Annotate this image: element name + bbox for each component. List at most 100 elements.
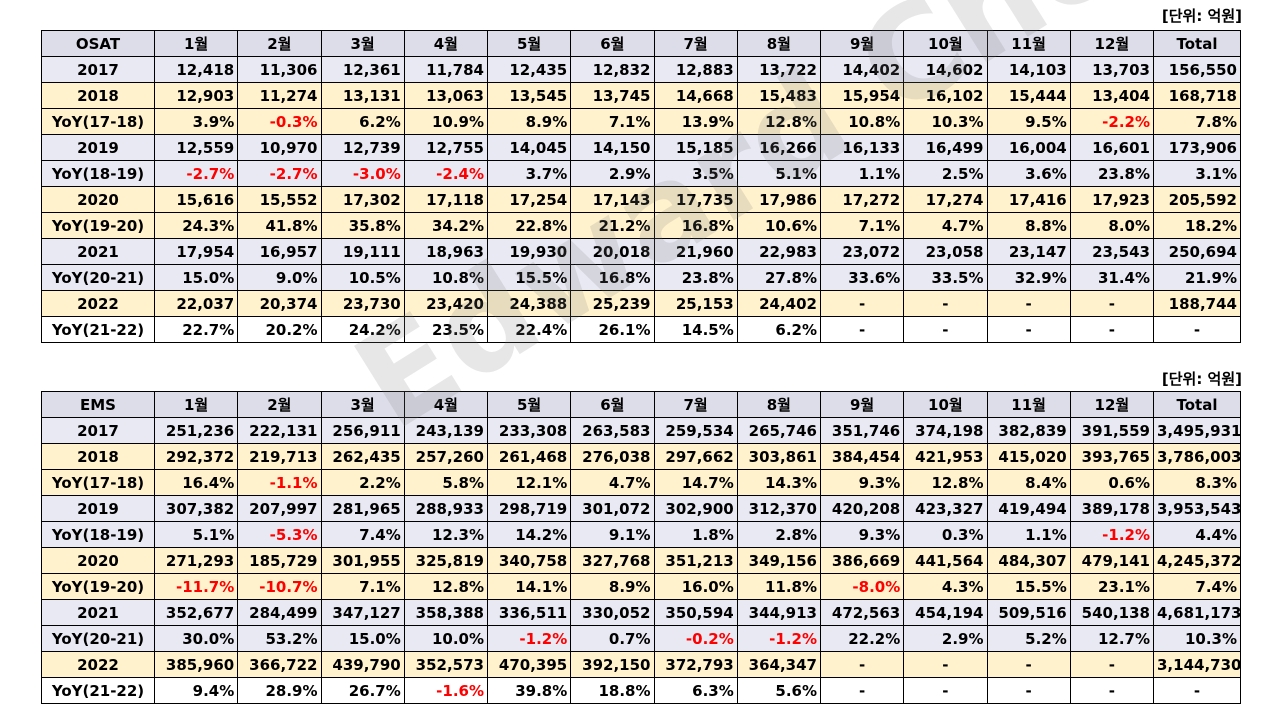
table-cell: 23.1%: [1069, 573, 1155, 600]
table-cell: 15.5%: [986, 573, 1071, 600]
table-cell: 5.6%: [736, 677, 822, 704]
table-cell: 344,913: [736, 599, 822, 626]
table-cell: 16,601: [1069, 134, 1155, 161]
table-cell: 2.5%: [903, 160, 988, 187]
table-cell: -: [986, 290, 1071, 317]
column-header: 1월: [153, 391, 239, 418]
column-header: 12월: [1069, 391, 1155, 418]
table-cell: 17,923: [1069, 186, 1155, 213]
table-cell: -1.2%: [736, 625, 822, 652]
table-cell: 259,534: [653, 417, 738, 444]
column-header: 11월: [986, 30, 1071, 57]
table-cell: -: [1153, 316, 1241, 343]
column-header: 10월: [903, 391, 988, 418]
table-cell: -: [819, 651, 905, 678]
table-cell: 16,102: [903, 82, 988, 109]
table-name-header: OSAT: [41, 30, 155, 57]
table-cell: 15.5%: [486, 264, 572, 291]
table-cell: 7.1%: [320, 573, 405, 600]
table-cell: 16.0%: [653, 573, 738, 600]
table-cell: 3,953,543: [1153, 495, 1241, 522]
table-cell: 7.8%: [1153, 108, 1241, 135]
row-label: YoY(18-19): [41, 160, 155, 187]
column-header: 2월: [237, 391, 322, 418]
table-cell: 185,729: [237, 547, 322, 574]
table-cell: 28.9%: [237, 677, 322, 704]
table-row: 2019 12,559 10,970 12,739 12,755 14,045 14,150…: [41, 134, 1241, 161]
table-cell: -8.0%: [819, 573, 905, 600]
table-cell: -: [903, 290, 988, 317]
table-cell: 8.0%: [1069, 212, 1155, 239]
row-label: YoY(21-22): [41, 316, 155, 343]
table-cell: 1.1%: [986, 521, 1071, 548]
table-name-header: EMS: [41, 391, 155, 418]
table-cell: 298,719: [486, 495, 572, 522]
table-row: YoY(21-22) 9.4% 28.9% 26.7% -1.6% 39.8% 18.8% 6…: [41, 677, 1241, 704]
table-row: 2017 12,418 11,306 12,361 11,784 12,435 12,832…: [41, 56, 1241, 83]
table-cell: 336,511: [486, 599, 572, 626]
table-cell: -: [1069, 316, 1155, 343]
row-label: 2018: [41, 443, 155, 470]
table-cell: 22,037: [153, 290, 239, 317]
table-cell: 8.8%: [986, 212, 1071, 239]
table-cell: 351,213: [653, 547, 738, 574]
table-cell: 3.6%: [986, 160, 1071, 187]
table-cell: 15,483: [736, 82, 822, 109]
table-cell: 17,118: [403, 186, 489, 213]
row-label: 2020: [41, 547, 155, 574]
table-cell: 13,404: [1069, 82, 1155, 109]
table-cell: 14.1%: [486, 573, 572, 600]
table-cell: 9.4%: [153, 677, 239, 704]
table-row: YoY(20-21) 30.0% 53.2% 15.0% 10.0% -1.2% 0.7% -…: [41, 625, 1241, 652]
table-cell: 3.9%: [153, 108, 239, 135]
table-cell: 271,293: [153, 547, 239, 574]
table-cell: 53.2%: [237, 625, 322, 652]
table-cell: -: [986, 651, 1071, 678]
column-header: 7월: [653, 391, 738, 418]
table-cell: 14.7%: [653, 469, 738, 496]
row-label: 2020: [41, 186, 155, 213]
table-cell: -: [819, 290, 905, 317]
table-cell: 15,552: [237, 186, 322, 213]
column-header: 7월: [653, 30, 738, 57]
column-header: Total: [1153, 391, 1241, 418]
table-cell: 347,127: [320, 599, 405, 626]
column-header: 2월: [237, 30, 322, 57]
table-cell: 10.5%: [320, 264, 405, 291]
table-cell: 19,111: [320, 238, 405, 265]
table-cell: 4.3%: [903, 573, 988, 600]
table-cell: 12,435: [486, 56, 572, 83]
table-cell: 12.7%: [1069, 625, 1155, 652]
table-cell: 351,746: [819, 417, 905, 444]
table-cell: 352,573: [403, 651, 489, 678]
table-row: 2018 12,903 11,274 13,131 13,063 13,545 13,745…: [41, 82, 1241, 109]
table-cell: 14,602: [903, 56, 988, 83]
table-cell: 17,954: [153, 238, 239, 265]
table-cell: 205,592: [1153, 186, 1241, 213]
table-cell: 14,103: [986, 56, 1071, 83]
table-cell: 3.1%: [1153, 160, 1241, 187]
column-header: 3월: [320, 391, 405, 418]
table-cell: 20.2%: [237, 316, 322, 343]
table-cell: 7.4%: [1153, 573, 1241, 600]
table-cell: 307,382: [153, 495, 239, 522]
table-cell: 3.5%: [653, 160, 738, 187]
table-cell: 4.4%: [1153, 521, 1241, 548]
table-cell: -2.4%: [403, 160, 489, 187]
table-cell: 15,444: [986, 82, 1071, 109]
table-cell: 358,388: [403, 599, 489, 626]
table-cell: 27.8%: [736, 264, 822, 291]
table-row: 2021 17,954 16,957 19,111 18,963 19,930 20,018…: [41, 238, 1241, 265]
table-cell: -: [1069, 651, 1155, 678]
table-cell: 4.7%: [903, 212, 988, 239]
row-label: 2019: [41, 495, 155, 522]
table-cell: 24.2%: [320, 316, 405, 343]
table-cell: 364,347: [736, 651, 822, 678]
table-cell: 23,543: [1069, 238, 1155, 265]
table-cell: 14,045: [486, 134, 572, 161]
table-cell: 222,131: [237, 417, 322, 444]
row-label: YoY(21-22): [41, 677, 155, 704]
table-cell: 8.4%: [986, 469, 1071, 496]
table-cell: 8.3%: [1153, 469, 1241, 496]
table-cell: -: [1153, 677, 1241, 704]
